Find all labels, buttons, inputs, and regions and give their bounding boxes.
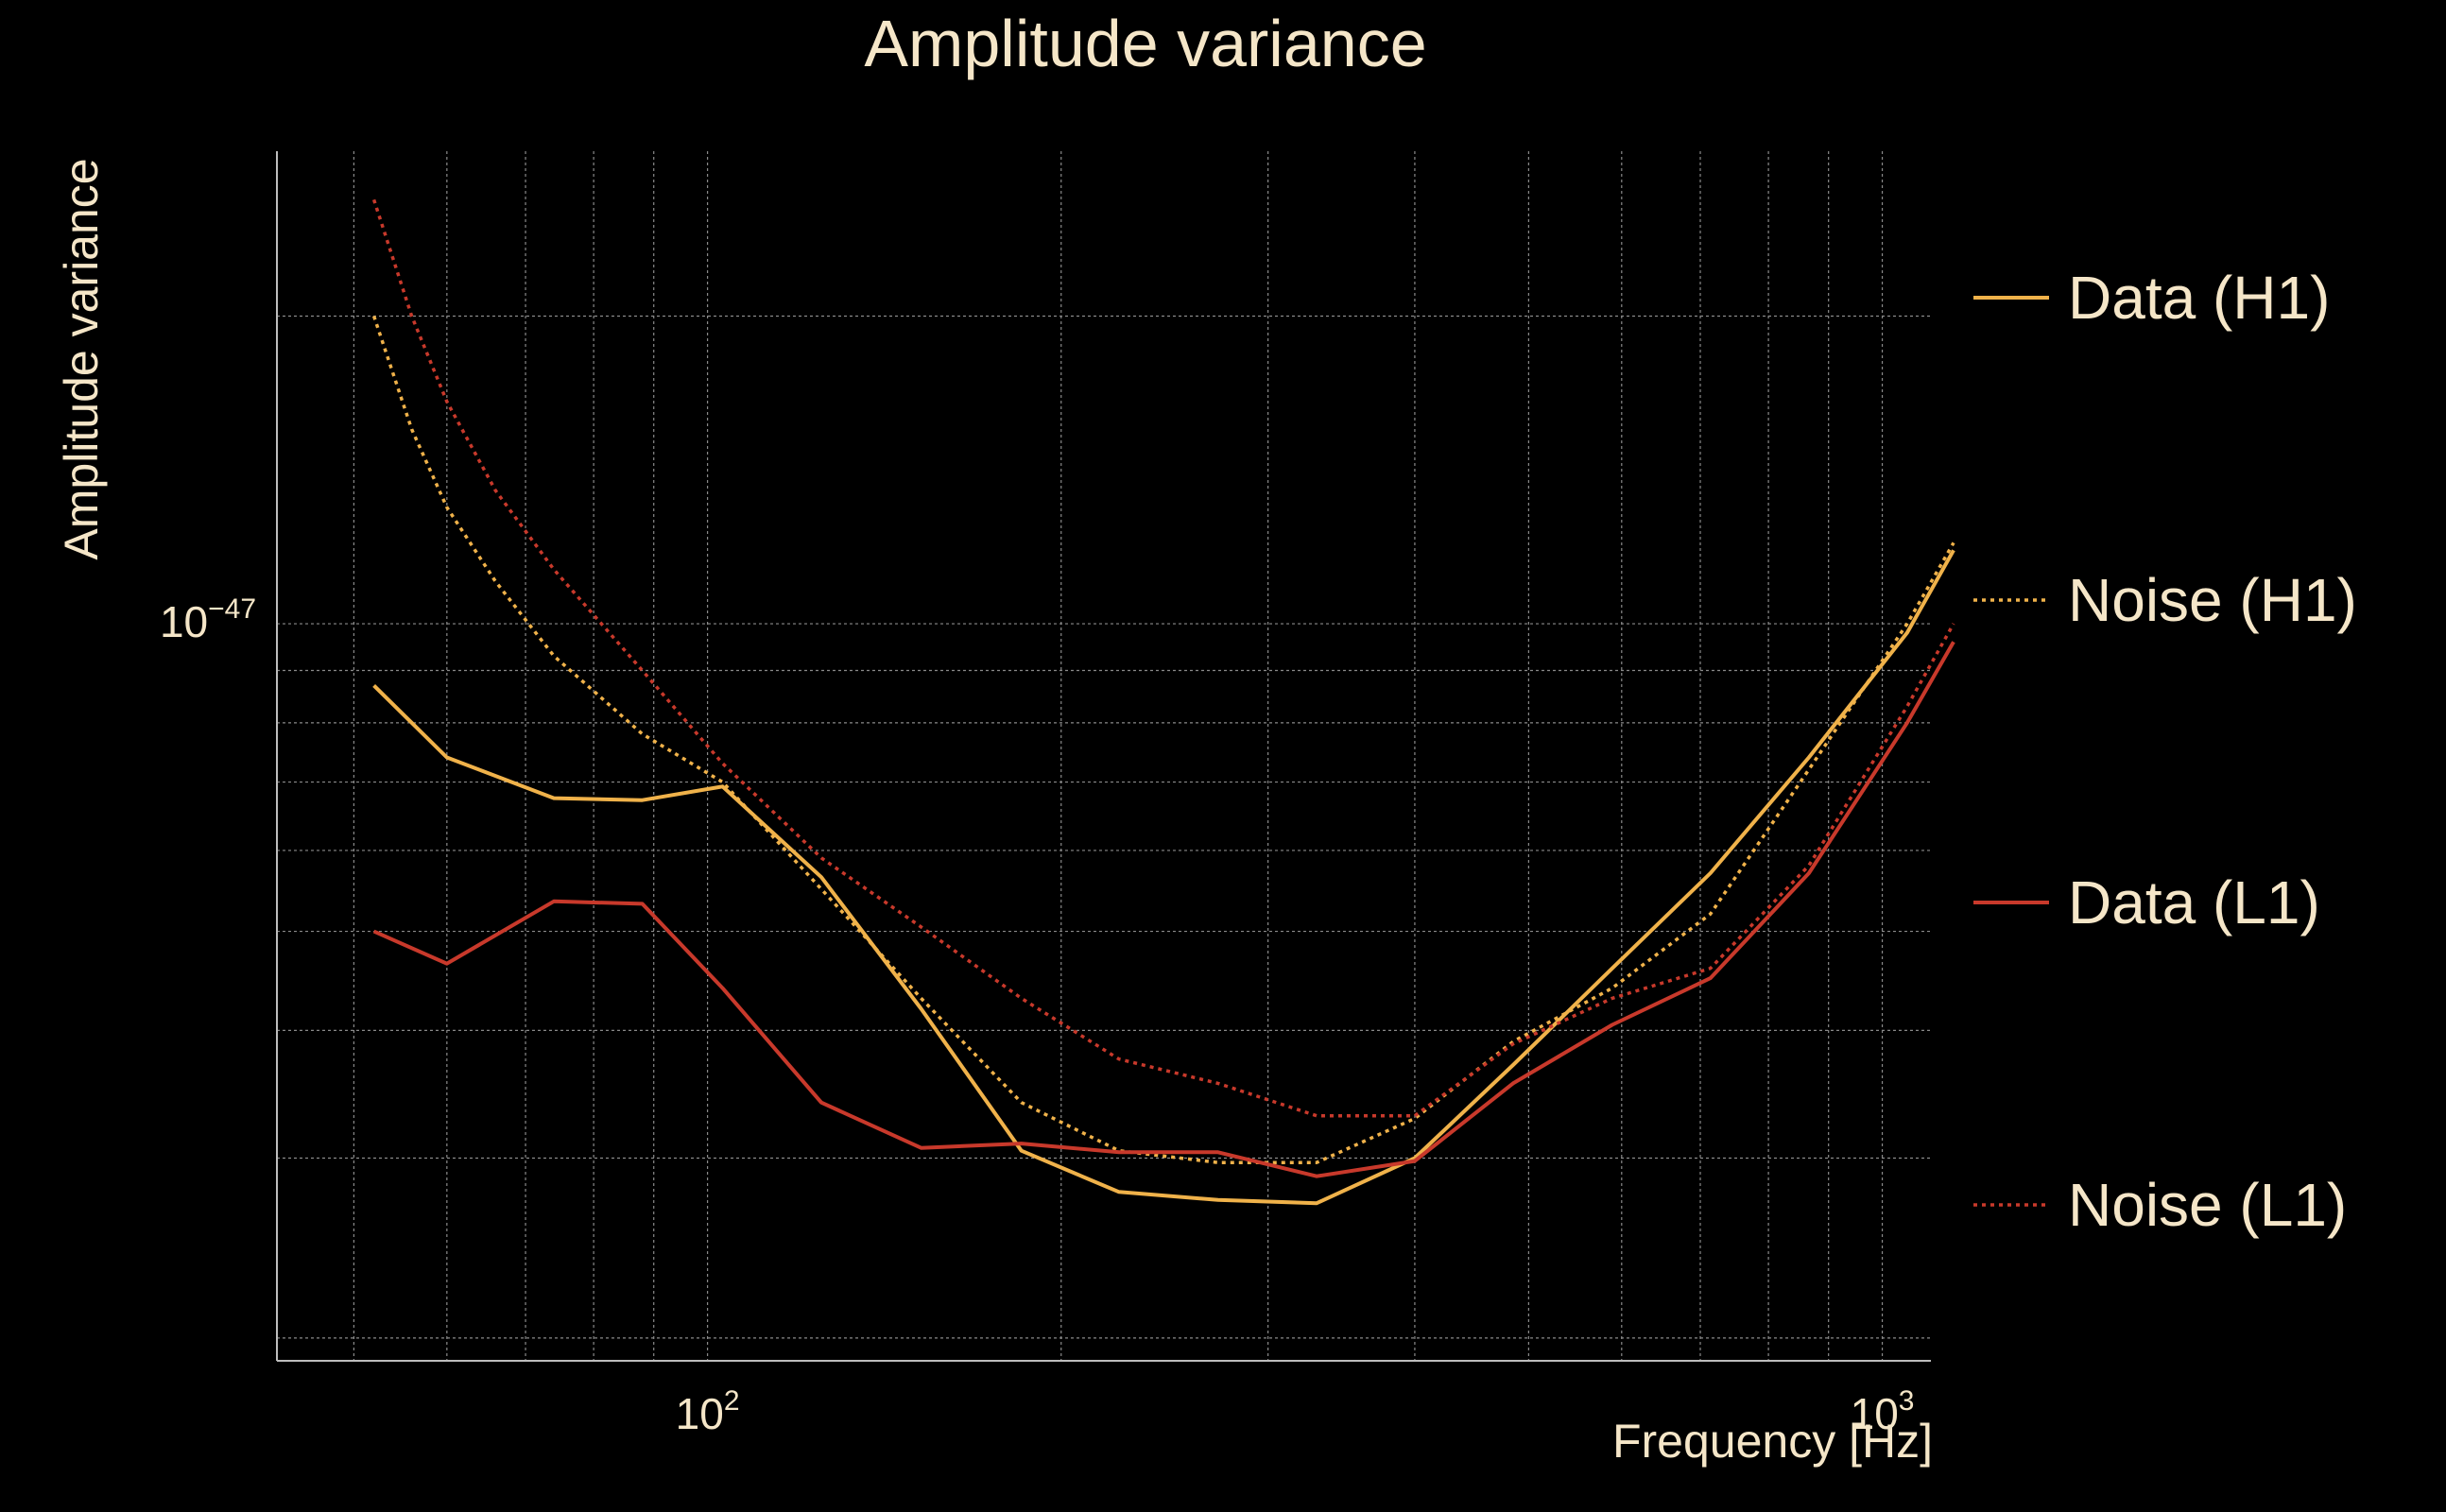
x-tick-label: 103 bbox=[1851, 1385, 1915, 1438]
series-line-noise-l1 bbox=[371, 198, 1955, 1118]
tick-labels: 102 103 10−47 bbox=[160, 593, 1915, 1438]
x-tick-label: 102 bbox=[676, 1385, 740, 1438]
legend-label: Noise (H1) bbox=[2068, 566, 2357, 634]
legend-label: Data (L1) bbox=[2068, 868, 2320, 936]
legend-label: Data (H1) bbox=[2068, 264, 2330, 332]
chart-title: Amplitude variance bbox=[864, 7, 1426, 80]
y-tick-label: 10−47 bbox=[160, 593, 256, 646]
series-line-data-h1 bbox=[372, 549, 1955, 1206]
grid bbox=[277, 151, 1931, 1361]
legend: Data (H1) Noise (H1) Data (L1) Noise (L1) bbox=[1973, 264, 2357, 1239]
series-lines bbox=[371, 198, 1955, 1206]
axes bbox=[276, 151, 1931, 1362]
x-axis-label: Frequency [Hz] bbox=[1612, 1415, 1933, 1468]
legend-label: Noise (L1) bbox=[2068, 1171, 2347, 1239]
y-axis-label: Amplitude variance bbox=[55, 158, 108, 559]
series-line-data-l1 bbox=[372, 641, 1955, 1178]
series-line-noise-h1 bbox=[371, 315, 1955, 1164]
